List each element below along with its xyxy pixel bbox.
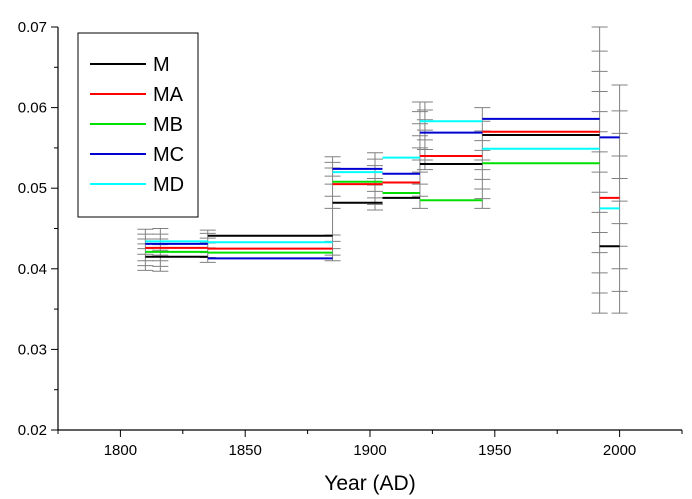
legend-label-m: M: [153, 54, 170, 76]
x-tick-label: 1900: [353, 442, 386, 459]
x-tick-label: 2000: [603, 442, 636, 459]
y-tick-label: 0.05: [18, 180, 47, 197]
legend-label-md: MD: [153, 174, 184, 196]
x-tick-label: 1800: [104, 442, 137, 459]
y-tick-label: 0.07: [18, 19, 47, 36]
legend-label-mc: MC: [153, 144, 184, 166]
x-tick-label: 1950: [478, 442, 511, 459]
x-tick-label: 1850: [229, 442, 262, 459]
legend: M MA MB MC MD: [77, 32, 199, 218]
y-tick-label: 0.04: [18, 261, 47, 278]
y-tick-label: 0.06: [18, 100, 47, 117]
x-axis-title: Year (AD): [324, 472, 415, 495]
axes: 1800 1850 1900 1950 2000 0.02 0.03 0.04 0.05 0.06…: [18, 19, 683, 459]
y-tick-label: 0.02: [18, 422, 47, 439]
legend-label-ma: MA: [153, 84, 184, 106]
error-bars: [137, 26, 628, 314]
series-lines: [145, 117, 620, 260]
legend-label-mb: MB: [153, 114, 183, 136]
y-tick-label: 0.03: [18, 341, 47, 358]
